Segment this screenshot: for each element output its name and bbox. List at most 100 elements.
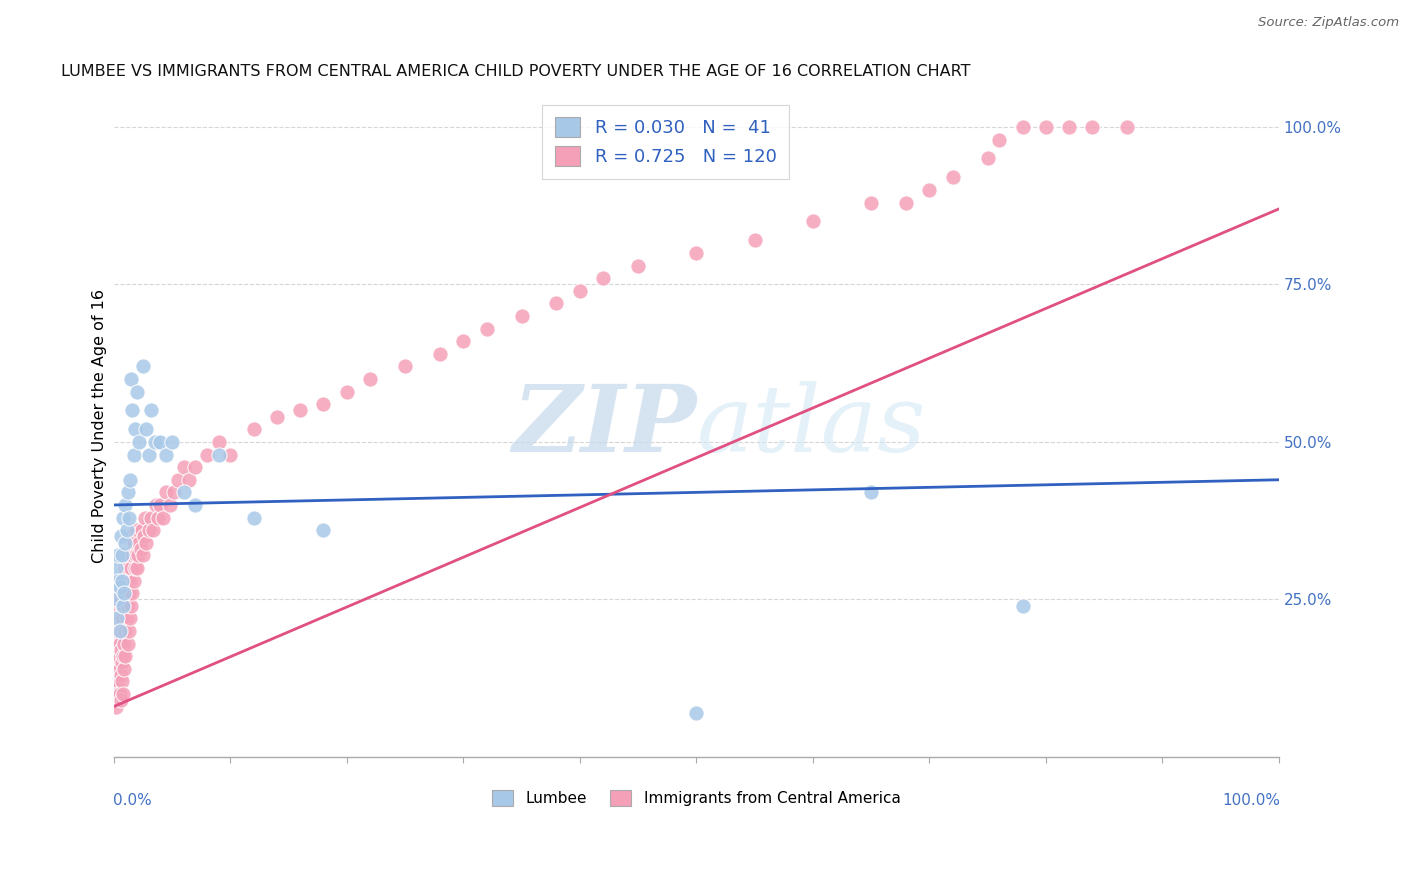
Point: [105, 662, 128, 676]
Point: [115, 523, 138, 537]
Point: [110, 529, 132, 543]
Point: [132, 359, 155, 374]
Legend: Lumbee, Immigrants from Central America: Lumbee, Immigrants from Central America: [486, 784, 907, 812]
Point: [117, 561, 139, 575]
Point: [114, 535, 136, 549]
Point: [592, 271, 614, 285]
Point: [173, 460, 195, 475]
Point: [110, 592, 132, 607]
Point: [112, 636, 135, 650]
Point: [312, 397, 335, 411]
Point: [112, 599, 135, 613]
Point: [242, 510, 264, 524]
Point: [111, 574, 134, 588]
Point: [114, 498, 136, 512]
Point: [118, 574, 141, 588]
Point: [124, 561, 146, 575]
Point: [117, 599, 139, 613]
Point: [105, 592, 128, 607]
Point: [510, 309, 533, 323]
Point: [108, 662, 131, 676]
Point: [312, 523, 335, 537]
Point: [129, 542, 152, 557]
Point: [111, 674, 134, 689]
Point: [145, 498, 167, 512]
Point: [112, 687, 135, 701]
Point: [110, 668, 132, 682]
Point: [118, 473, 141, 487]
Point: [108, 586, 131, 600]
Point: [112, 662, 135, 676]
Point: [135, 535, 157, 549]
Point: [110, 693, 132, 707]
Point: [135, 422, 157, 436]
Point: [105, 687, 128, 701]
Point: [125, 549, 148, 563]
Point: [219, 448, 242, 462]
Point: [115, 574, 138, 588]
Point: [122, 535, 145, 549]
Point: [118, 549, 141, 563]
Point: [173, 485, 195, 500]
Point: [117, 636, 139, 650]
Point: [112, 649, 135, 664]
Point: [111, 656, 134, 670]
Point: [744, 233, 766, 247]
Point: [105, 611, 128, 625]
Point: [114, 586, 136, 600]
Point: [163, 485, 186, 500]
Point: [138, 523, 160, 537]
Point: [118, 586, 141, 600]
Point: [143, 434, 166, 449]
Point: [139, 403, 162, 417]
Point: [112, 574, 135, 588]
Point: [111, 624, 134, 638]
Point: [114, 561, 136, 575]
Point: [988, 133, 1011, 147]
Point: [159, 498, 181, 512]
Point: [155, 485, 177, 500]
Point: [127, 549, 149, 563]
Point: [475, 321, 498, 335]
Text: 100.0%: 100.0%: [1222, 793, 1279, 808]
Point: [107, 599, 129, 613]
Point: [546, 296, 568, 310]
Point: [107, 574, 129, 588]
Point: [627, 259, 650, 273]
Point: [131, 523, 153, 537]
Point: [111, 549, 134, 563]
Text: 0.0%: 0.0%: [112, 793, 152, 808]
Point: [152, 510, 174, 524]
Point: [195, 448, 218, 462]
Point: [118, 624, 141, 638]
Point: [108, 574, 131, 588]
Point: [132, 529, 155, 543]
Point: [105, 656, 128, 670]
Point: [118, 611, 141, 625]
Point: [105, 561, 128, 575]
Point: [139, 510, 162, 524]
Point: [108, 636, 131, 650]
Point: [685, 706, 707, 720]
Point: [453, 334, 475, 348]
Point: [266, 409, 288, 424]
Point: [860, 485, 883, 500]
Point: [105, 636, 128, 650]
Point: [111, 574, 134, 588]
Point: [105, 636, 128, 650]
Point: [1011, 120, 1033, 134]
Point: [359, 372, 381, 386]
Point: [149, 434, 172, 449]
Point: [184, 460, 207, 475]
Point: [120, 372, 142, 386]
Point: [1116, 120, 1139, 134]
Point: [918, 183, 941, 197]
Point: [1011, 599, 1033, 613]
Point: [125, 523, 148, 537]
Point: [107, 687, 129, 701]
Point: [122, 448, 145, 462]
Point: [112, 599, 135, 613]
Point: [134, 510, 156, 524]
Point: [166, 473, 188, 487]
Point: [155, 448, 177, 462]
